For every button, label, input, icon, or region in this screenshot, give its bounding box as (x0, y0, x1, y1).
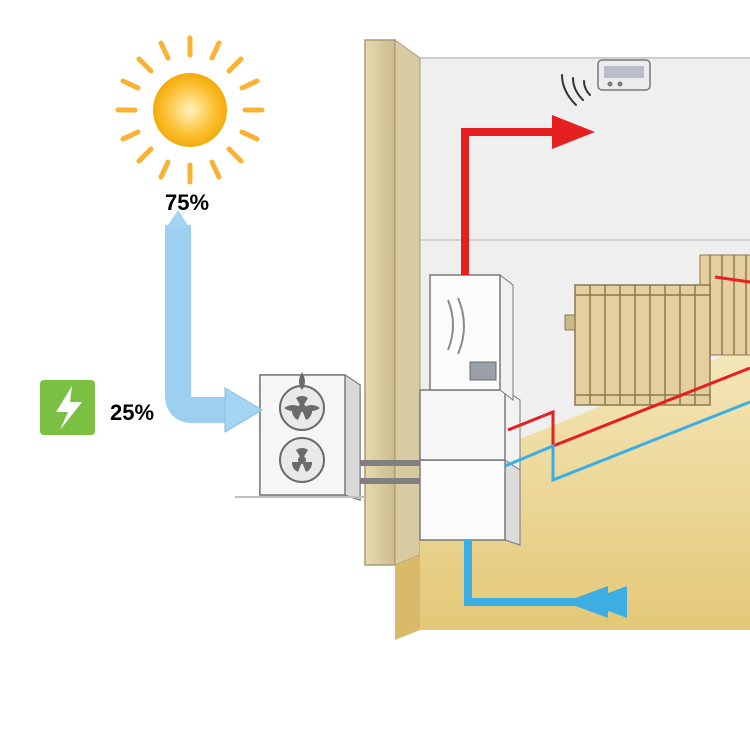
electricity-icon (40, 380, 95, 435)
air-energy-arrow (166, 210, 262, 432)
indoor-unit (420, 275, 520, 545)
heat-pump-diagram: 75% 25% (0, 0, 750, 750)
radiator-front (565, 285, 710, 405)
outdoor-unit (260, 372, 360, 500)
electricity-percentage-label: 25% (110, 400, 154, 426)
solar-percentage-label: 75% (165, 190, 209, 216)
diagram-svg (0, 0, 750, 750)
main-wall (365, 40, 420, 565)
sun-icon (118, 38, 262, 182)
